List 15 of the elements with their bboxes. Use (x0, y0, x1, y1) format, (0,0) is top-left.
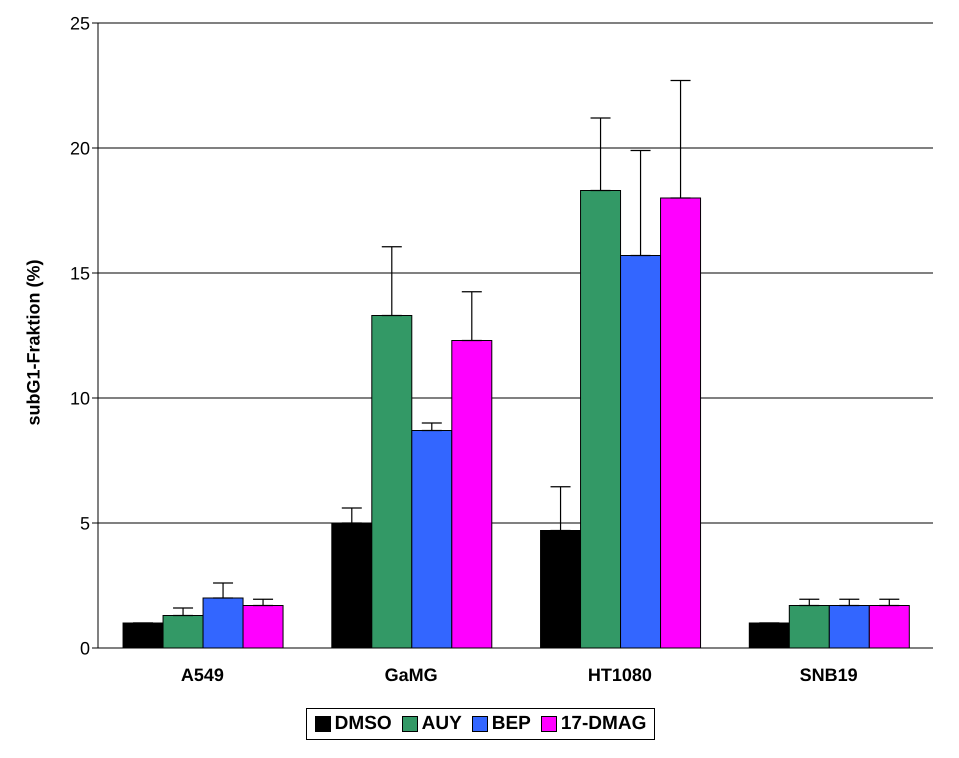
x-tick-label: A549 (180, 664, 224, 685)
x-tick-label: HT1080 (588, 664, 652, 685)
y-tick-label: 20 (70, 138, 90, 158)
y-tick-label: 10 (70, 388, 90, 408)
y-tick-label: 25 (70, 13, 90, 34)
x-tick-label: SNB19 (800, 664, 858, 685)
legend-label: DMSO (334, 713, 392, 735)
y-tick-label: 15 (70, 263, 90, 284)
legend-label: BEP (492, 713, 531, 735)
x-tick-label: GaMG (384, 664, 438, 685)
y-axis-title: subG1-Fraktion (%) (23, 259, 44, 426)
y-tick-label: 0 (80, 638, 90, 658)
y-tick-label: 5 (80, 513, 90, 534)
legend-label: AUY (422, 713, 462, 735)
legend-label: 17-DMAG (560, 713, 646, 735)
